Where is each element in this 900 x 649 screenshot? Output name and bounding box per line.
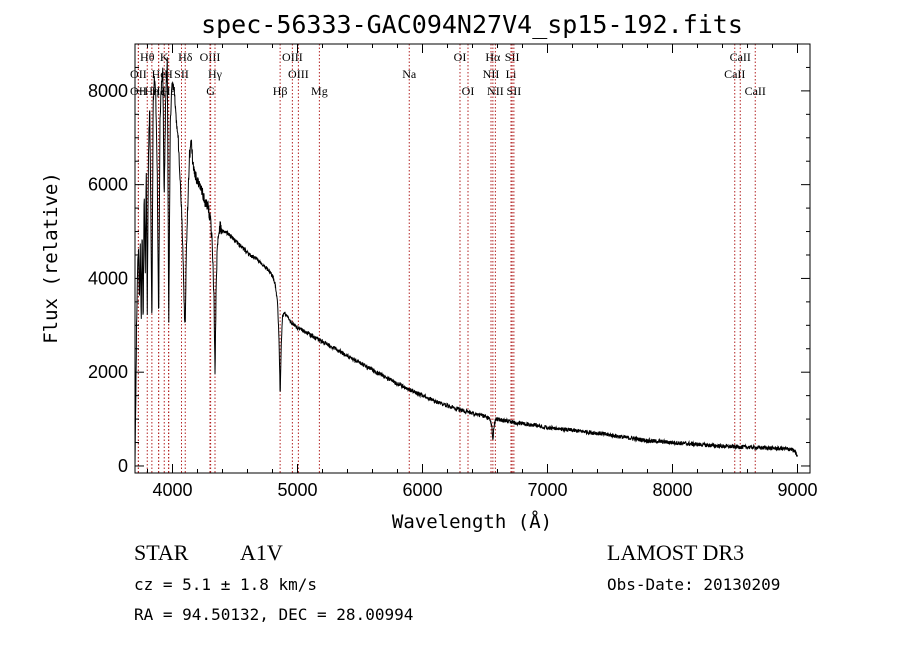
- y-axis-label: Flux (relative): [40, 172, 62, 344]
- x-tick-label: 9000: [777, 480, 817, 500]
- spectral-line-label: Hθ: [140, 50, 155, 64]
- spectrum-plot-area: [134, 57, 798, 466]
- spectral-line-label: SII: [507, 84, 522, 98]
- spectral-line-label: NII: [487, 84, 504, 98]
- spectral-line-label: OIII: [288, 67, 309, 81]
- spectral-line-label: H: [164, 67, 173, 81]
- y-tick-label: 6000: [88, 175, 128, 195]
- spectral-line-label: CaII: [745, 84, 766, 98]
- spectral-line-label: OIII: [200, 50, 221, 64]
- spectral-line-label: K: [160, 50, 169, 64]
- coordinates: RA = 94.50132, DEC = 28.00994: [134, 605, 413, 624]
- spectral-line-label: NII: [483, 67, 500, 81]
- x-axis-label: Wavelength (Å): [392, 510, 552, 533]
- spectral-line-label: OI: [462, 84, 475, 98]
- x-tick-label: 5000: [277, 480, 317, 500]
- spectral-line-label: SII: [505, 50, 520, 64]
- survey-name: LAMOST DR3: [607, 540, 744, 565]
- x-tick-label: 8000: [652, 480, 692, 500]
- spectral-line-label: Li: [506, 67, 517, 81]
- plot-frame: [134, 43, 811, 474]
- spectral-line-label: CaII: [724, 67, 745, 81]
- spectral-line-label: SII: [174, 67, 189, 81]
- y-tick-label: 8000: [88, 81, 128, 101]
- spectral-line-label: OI: [454, 50, 467, 64]
- x-tick-label: 6000: [402, 480, 442, 500]
- spectrum-line: [134, 57, 798, 466]
- object-class: STAR: [134, 540, 189, 565]
- y-tick-label: 4000: [88, 268, 128, 288]
- spectral-line-label: Hβ: [273, 84, 288, 98]
- spectral-line-label: G: [206, 84, 215, 98]
- spectral-line-label: Hδ: [178, 50, 193, 64]
- spectral-line-label: Na: [402, 67, 417, 81]
- y-tick-label: 2000: [88, 362, 128, 382]
- spectral-line-label: CaII: [730, 50, 751, 64]
- x-tick-label: 4000: [152, 480, 192, 500]
- obs-date: Obs-Date: 20130209: [607, 575, 780, 594]
- y-tick-label: 0: [118, 456, 128, 476]
- x-axis: 4000 5000 6000 7000 8000 9000: [147, 44, 818, 500]
- spectral-line-label: Mg: [311, 84, 328, 98]
- spectral-line-label: OII: [130, 67, 147, 81]
- y-axis: 0 2000 4000 6000 8000: [88, 66, 810, 476]
- object-subclass: A1V: [240, 540, 283, 565]
- chart-title: spec-56333-GAC094N27V4_sp15-192.fits: [201, 10, 743, 39]
- x-tick-label: 7000: [527, 480, 567, 500]
- spectral-line-label: Hα: [485, 50, 501, 64]
- spectral-line-label: OIII: [282, 50, 303, 64]
- spectral-line-label: Hγ: [208, 67, 223, 81]
- redshift-readout: cz = 5.1 ± 1.8 km/s: [134, 575, 317, 594]
